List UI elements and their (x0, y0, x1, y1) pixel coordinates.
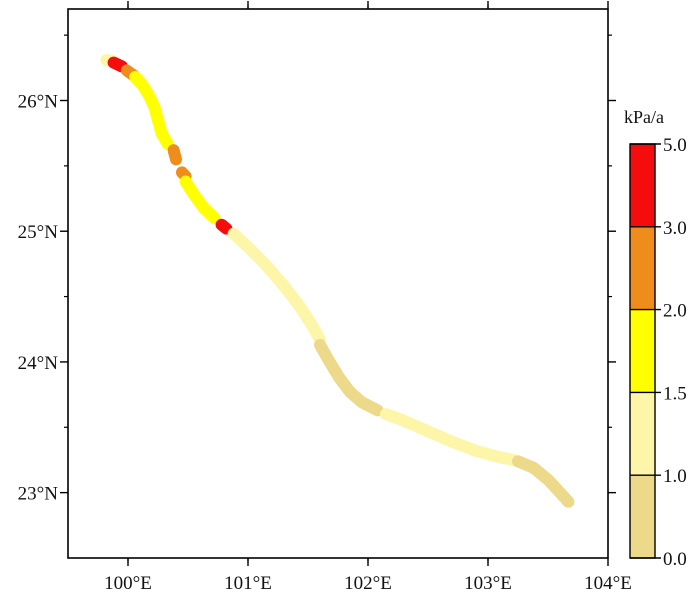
x-tick-label: 102°E (344, 573, 392, 594)
track-segment-6 (179, 175, 221, 225)
track-layer (100, 54, 575, 508)
x-axis: 100°E 101°E 102°E 103°E 104°E (104, 1, 632, 594)
colorbar-bin (630, 226, 655, 310)
colorbar-title: kPa/a (624, 107, 664, 127)
colorbar-bin (630, 144, 655, 227)
track-segment-4 (167, 144, 182, 166)
colorbar-bin (630, 392, 655, 476)
y-tick-label: 23°N (18, 484, 59, 505)
x-tick-label: 101°E (224, 573, 272, 594)
track-segment-3 (129, 71, 174, 150)
y-tick-label: 26°N (18, 92, 59, 113)
colorbar-bin (630, 475, 655, 558)
colorbar: kPa/a 0.0 1.0 1.5 2.0 3.0 5.0 (624, 107, 687, 570)
track-segment-11 (512, 455, 575, 508)
colorbar-tick-label: 1.0 (663, 466, 687, 487)
colorbar-tick-label: 1.5 (663, 383, 687, 404)
track-segment-9 (314, 338, 384, 417)
y-tick-label: 25°N (18, 222, 59, 243)
track-segment-7 (215, 218, 233, 235)
track-segment-10 (380, 408, 521, 466)
x-tick-label: 104°E (584, 573, 632, 594)
colorbar-tick-label: 3.0 (663, 218, 687, 239)
colorbar-tick-label: 5.0 (663, 135, 687, 156)
track-segment-1 (107, 56, 128, 73)
colorbar-tick-label: 2.0 (663, 301, 687, 322)
y-axis: 23°N 24°N 25°N 26°N (18, 34, 616, 505)
x-tick-label: 100°E (104, 573, 152, 594)
track-segment-8 (227, 227, 326, 346)
x-tick-label: 103°E (464, 573, 512, 594)
colorbar-bin (630, 309, 655, 393)
y-tick-label: 24°N (18, 353, 59, 374)
colorbar-tick-label: 0.0 (663, 549, 687, 570)
